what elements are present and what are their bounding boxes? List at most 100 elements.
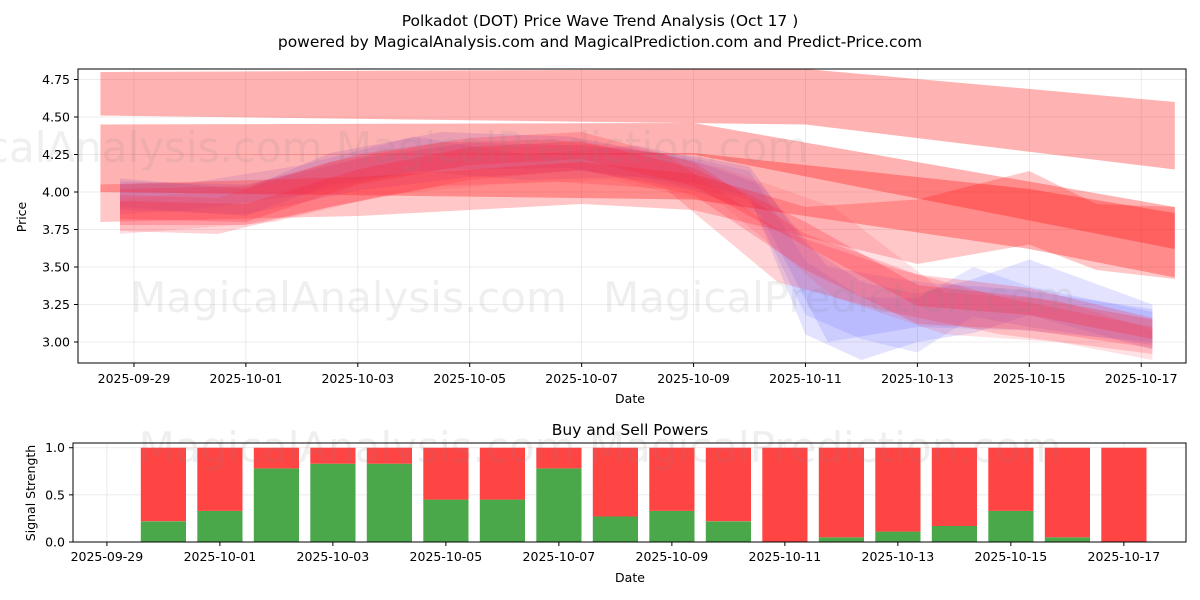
main-x-tick-label: 2025-10-07 <box>545 371 618 386</box>
buy-sell-power-chart: MagicalAnalysis.com MagicalPrediction.co… <box>23 423 1187 585</box>
red-wave-1-band <box>100 69 1175 170</box>
main-y-tick-label: 4.75 <box>42 72 70 87</box>
sell-power-bar <box>818 447 864 538</box>
blue-wave-1-band <box>120 142 1153 360</box>
main-x-tick-label: 2025-10-05 <box>433 371 506 386</box>
buy-power-bar <box>875 531 921 542</box>
bar-y-tick-label: 1.0 <box>45 440 65 455</box>
bar-x-tick-label: 2025-10-17 <box>1088 549 1161 564</box>
sell-power-bar <box>1044 447 1090 538</box>
red-wave-5-band <box>120 132 1153 348</box>
bar-y-axis-label: Signal Strength <box>23 445 38 541</box>
main-y-tick-label: 3.00 <box>42 335 70 350</box>
red-wave-3-band <box>100 153 1175 278</box>
main-x-tick-label: 2025-09-29 <box>98 371 171 386</box>
buy-power-bar <box>988 510 1034 542</box>
buy-power-bar <box>931 526 977 542</box>
buy-power-bar <box>649 510 695 542</box>
sell-power-bar <box>140 447 186 522</box>
red-wave-2-band <box>100 123 1175 249</box>
buy-power-bar <box>366 463 412 542</box>
buy-power-bar <box>479 499 525 542</box>
main-y-tick-label: 3.25 <box>42 297 70 312</box>
main-x-axis-ticks: 2025-09-29 2025-10-01 2025-10-03 2025-10-05… <box>98 363 1178 386</box>
main-x-tick-label: 2025-10-09 <box>657 371 730 386</box>
red-wave-4-band <box>100 162 1175 279</box>
watermark-middle-left: MagicalAnalysis.com <box>130 273 567 322</box>
main-plot-area <box>100 69 1175 360</box>
blue-wave-3-band <box>120 132 1153 342</box>
bar-x-tick-label: 2025-10-07 <box>523 549 596 564</box>
bar-x-tick-label: 2025-10-03 <box>297 549 370 564</box>
buy-power-bar <box>818 537 864 542</box>
wave-bands <box>100 69 1175 360</box>
sell-power-bar <box>310 447 356 464</box>
buy-power-bar <box>423 499 469 542</box>
main-y-axis-ticks: 3.00 3.25 3.50 3.75 4.00 4.25 4.50 4.75 <box>42 72 78 350</box>
watermark-top: MagicalAnalysis.com MagicalPrediction.co… <box>0 123 808 172</box>
bar-x-tick-label: 2025-10-15 <box>975 549 1048 564</box>
main-chart-title: Polkadot (DOT) Price Wave Trend Analysis… <box>402 12 799 30</box>
sell-power-bar <box>875 447 921 532</box>
main-x-tick-label: 2025-10-03 <box>321 371 394 386</box>
bar-y-tick-label: 0.5 <box>45 487 65 502</box>
watermark-bottom: MagicalAnalysis.com MagicalPrediction.co… <box>139 423 1062 472</box>
main-x-tick-label: 2025-10-01 <box>210 371 283 386</box>
main-chart-subtitle: powered by MagicalAnalysis.com and Magic… <box>278 33 922 51</box>
watermark-middle-right: MagicalPrediction.com <box>603 273 1076 322</box>
buy-power-bar <box>197 510 243 542</box>
sell-power-bar <box>649 447 695 511</box>
main-grid <box>78 69 1186 363</box>
buy-power-bar <box>592 516 638 542</box>
main-y-tick-label: 3.50 <box>42 260 70 275</box>
buy-power-bar <box>310 463 356 542</box>
price-wave-chart: MagicalAnalysis.com MagicalPrediction.co… <box>0 68 1187 406</box>
buy-power-bar <box>253 468 299 542</box>
blue-wave-2-band <box>120 136 1153 353</box>
buy-power-bar <box>705 521 751 542</box>
sell-power-bar <box>1101 447 1147 542</box>
red-wave-6-band <box>120 139 1153 354</box>
main-y-axis-label: Price <box>14 201 29 232</box>
sell-power-bar <box>931 447 977 526</box>
buy-power-bar <box>536 468 582 542</box>
main-y-tick-label: 4.25 <box>42 147 70 162</box>
bar-plot-frame <box>72 442 1187 543</box>
sell-power-bar <box>592 447 638 517</box>
main-x-axis-label: Date <box>615 391 645 406</box>
sell-power-bar <box>762 447 808 542</box>
sell-power-bar <box>988 447 1034 511</box>
red-wave-8-band <box>120 141 1153 339</box>
bar-x-tick-label: 2025-10-01 <box>184 549 257 564</box>
main-x-tick-label: 2025-10-11 <box>769 371 842 386</box>
buy-power-bar <box>1044 537 1090 542</box>
sell-power-bar <box>479 447 525 500</box>
red-wave-7-band <box>120 144 1153 360</box>
buy-power-bar <box>140 521 186 542</box>
bar-x-tick-label: 2025-10-05 <box>410 549 483 564</box>
main-y-tick-label: 4.00 <box>42 185 70 200</box>
main-x-tick-label: 2025-10-17 <box>1105 371 1178 386</box>
main-x-tick-label: 2025-10-15 <box>993 371 1066 386</box>
sell-power-bar <box>536 447 582 469</box>
sell-power-bar <box>705 447 751 522</box>
main-plot-frame <box>77 68 1187 364</box>
bar-x-tick-label: 2025-10-11 <box>749 549 822 564</box>
bar-y-tick-label: 0.0 <box>45 535 65 550</box>
bar-x-axis-label: Date <box>615 570 645 585</box>
bar-x-axis-ticks: 2025-09-29 2025-10-01 2025-10-03 2025-10-05… <box>71 542 1161 564</box>
main-x-tick-label: 2025-10-13 <box>881 371 954 386</box>
bar-x-tick-label: 2025-09-29 <box>71 549 144 564</box>
bar-series <box>140 447 1147 542</box>
sell-power-bar <box>366 447 412 464</box>
bar-x-tick-label: 2025-10-13 <box>862 549 935 564</box>
bar-x-tick-label: 2025-10-09 <box>636 549 709 564</box>
main-y-tick-label: 4.50 <box>42 110 70 125</box>
main-y-tick-label: 3.75 <box>42 222 70 237</box>
bar-chart-title: Buy and Sell Powers <box>552 421 709 439</box>
bar-y-axis-ticks: 0.0 0.5 1.0 <box>45 440 73 550</box>
sell-power-bar <box>197 447 243 511</box>
sell-power-bar <box>253 447 299 469</box>
sell-power-bar <box>423 447 469 500</box>
